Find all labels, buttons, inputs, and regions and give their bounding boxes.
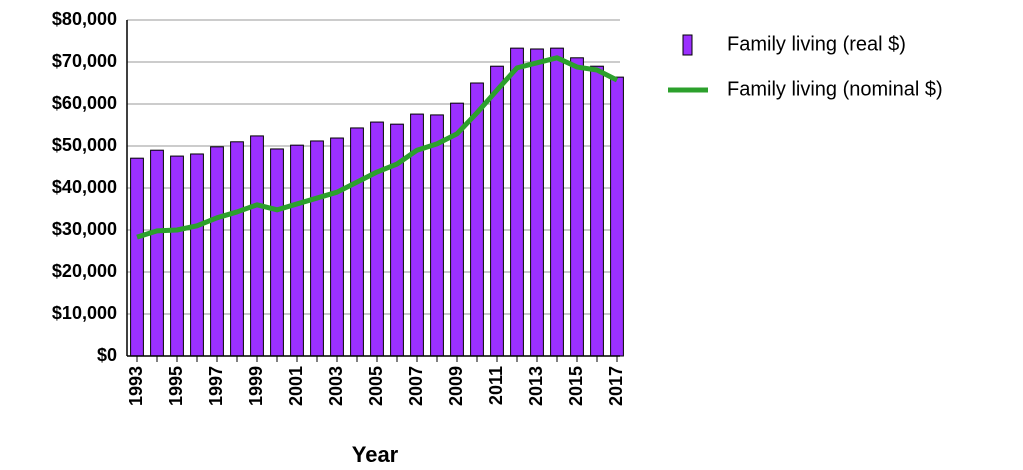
bar bbox=[470, 82, 484, 357]
bar bbox=[590, 65, 604, 357]
bar bbox=[150, 149, 164, 357]
bar bbox=[510, 47, 524, 357]
bar bbox=[570, 57, 584, 357]
x-tick-label: 2017 bbox=[606, 366, 626, 406]
y-tick-label: $40,000 bbox=[52, 177, 117, 197]
x-tick-label: 2001 bbox=[286, 366, 306, 406]
x-axis-title: Year bbox=[352, 442, 399, 467]
x-tick-label: 1995 bbox=[166, 366, 186, 406]
bar bbox=[290, 144, 304, 357]
bar bbox=[230, 141, 244, 357]
legend-label: Family living (nominal $) bbox=[727, 78, 943, 100]
bar bbox=[270, 148, 284, 357]
y-tick-label: $60,000 bbox=[52, 93, 117, 113]
bar bbox=[130, 157, 144, 357]
bar bbox=[430, 114, 444, 357]
bar bbox=[370, 121, 384, 357]
x-tick-label: 1993 bbox=[126, 366, 146, 406]
bar bbox=[350, 127, 364, 357]
y-tick-label: $20,000 bbox=[52, 261, 117, 281]
y-tick-label: $0 bbox=[97, 345, 117, 365]
bar bbox=[210, 146, 224, 357]
legend-label: Family living (real $) bbox=[727, 33, 906, 55]
x-tick-label: 2013 bbox=[526, 366, 546, 406]
legend-swatch bbox=[682, 34, 693, 56]
bar bbox=[450, 102, 464, 357]
bar bbox=[310, 140, 324, 357]
y-tick-label: $10,000 bbox=[52, 303, 117, 323]
x-tick-label: 2005 bbox=[366, 366, 386, 406]
x-tick-label: 1999 bbox=[246, 366, 266, 406]
bar bbox=[250, 135, 264, 357]
x-tick-label: 2003 bbox=[326, 366, 346, 406]
y-tick-label: $30,000 bbox=[52, 219, 117, 239]
bar bbox=[170, 155, 184, 357]
bar bbox=[610, 76, 624, 357]
bar bbox=[190, 153, 204, 357]
bar bbox=[530, 48, 544, 357]
y-tick-label: $80,000 bbox=[52, 9, 117, 29]
bar bbox=[330, 137, 344, 357]
x-tick-label: 2011 bbox=[486, 366, 506, 405]
x-tick-label: 2009 bbox=[446, 366, 466, 406]
bar bbox=[550, 47, 564, 357]
y-tick-label: $70,000 bbox=[52, 51, 117, 71]
x-tick-label: 2007 bbox=[406, 366, 426, 406]
y-tick-label: $50,000 bbox=[52, 135, 117, 155]
line bbox=[136, 55, 619, 240]
x-tick-label: 1997 bbox=[206, 366, 226, 406]
bar bbox=[490, 65, 504, 357]
x-tick-label: 2015 bbox=[566, 366, 586, 406]
